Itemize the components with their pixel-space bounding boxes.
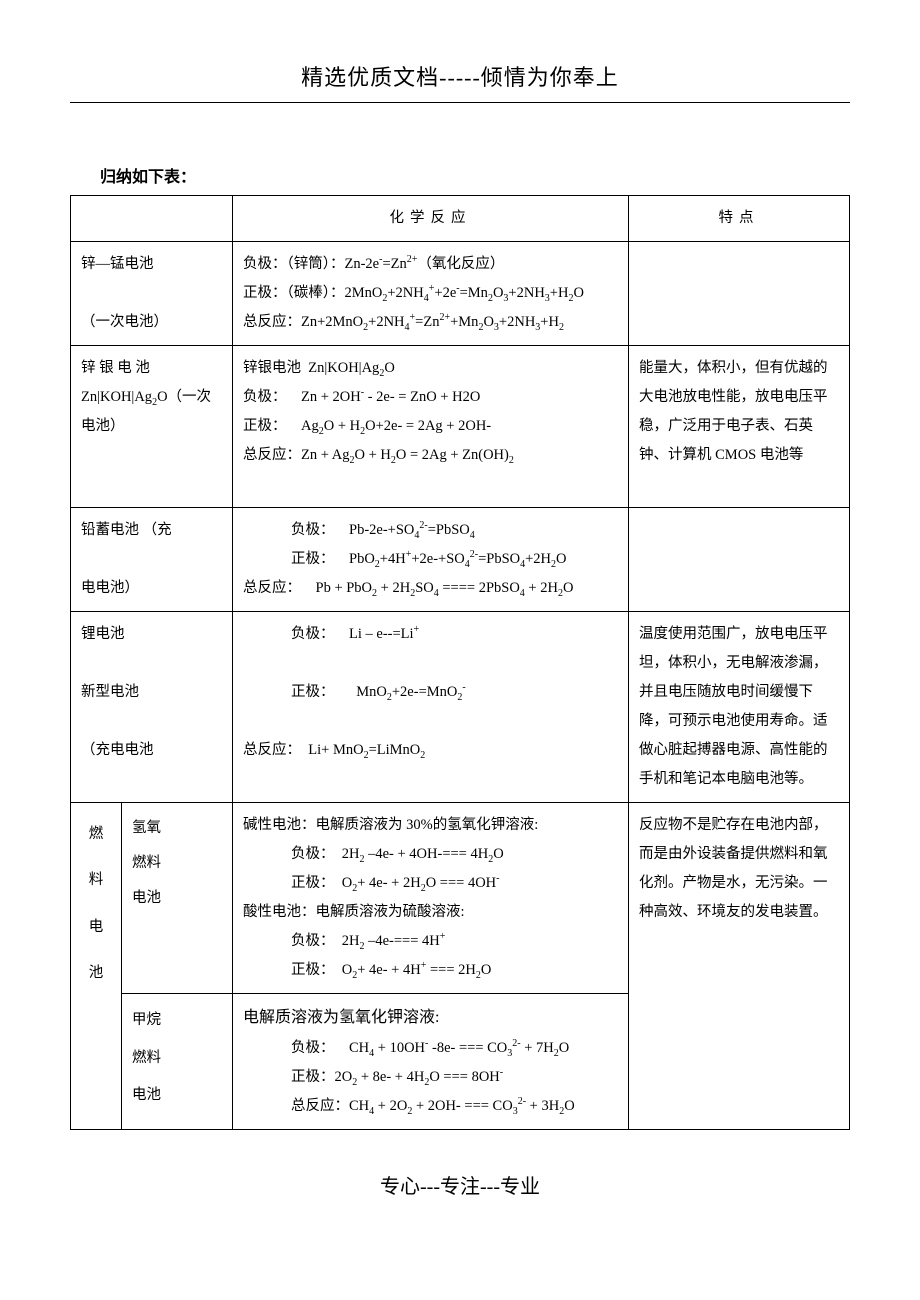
zn-ag-name: 锌 银 电 池 Zn|KOH|Ag2O（一次电池） [71,346,233,508]
pb-pos: 正极： PbO2+4H++2e-+SO42-=PbSO4+2H2O [243,545,618,574]
li-total: 总反应： Li+ MnO2=LiMnO2 [243,742,425,758]
zn-ag-feature: 能量大，体积小，但有优越的大电池放电性能，放电电压平稳，广泛用于电子表、石英钟、… [629,346,850,508]
zn-mn-total: 总反应：Zn+2MnO2+2NH4+=Zn2++Mn2O3+2NH3+H2 [243,314,564,330]
row-pb: 铅蓄电池 （充 电电池） 负极： Pb-2e-+SO42-=PbSO4 正极： … [71,508,850,612]
row-fuel-h2: 燃 料 电 池 氢氧 燃料 电池 碱性电池：电解质溶液为 30%的氢氧化钾溶液:… [71,803,850,994]
fuel-ch4-pos: 正极：2O2 + 8e- + 4H2O === 8OH- [243,1063,618,1092]
fuel-ch4-reaction: 电解质溶液为氢氧化钾溶液: 负极： CH4 + 10OH- -8e- === C… [233,994,629,1130]
page-header: 精选优质文档-----倾情为你奉上 [70,60,850,103]
th-reaction: 化学反应 [233,196,629,242]
fuel-h2-alk-neg: 负极： 2H2 –4e- + 4OH-=== 4H2O [243,840,618,869]
fuel-feature: 反应物不是贮存在电池内部，而是由外设装备提供燃料和氧化剂。产物是水，无污染。一种… [629,803,850,1130]
pb-neg: 负极： Pb-2e-+SO42-=PbSO4 [243,516,618,545]
battery-table: 化学反应 特点 锌—锰电池 （一次电池） 负极：（锌筒）：Zn-2e-=Zn2+… [70,195,850,1130]
fuel-h2-acid-title: 酸性电池：电解质溶液为硫酸溶液: [243,904,465,920]
zn-mn-neg: 负极：（锌筒）：Zn-2e-=Zn2+（氧化反应） [243,256,504,272]
fuel-h2-reaction: 碱性电池：电解质溶液为 30%的氢氧化钾溶液: 负极： 2H2 –4e- + 4… [233,803,629,994]
fuel-ch4-total: 总反应：CH4 + 2O2 + 2OH- === CO32- + 3H2O [243,1092,618,1121]
th-name [71,196,233,242]
fuel-ch4-title: 电解质溶液为氢氧化钾溶液: [243,1009,439,1026]
li-pos: 正极： MnO2+2e-=MnO2- [243,678,618,707]
pb-total: 总反应： Pb + PbO2 + 2H2SO4 ==== 2PbSO4 + 2H… [243,580,573,596]
zn-mn-feature [629,242,850,346]
page: 精选优质文档-----倾情为你奉上 归纳如下表： 化学反应 特点 锌—锰电池 （… [0,0,920,1239]
fuel-ch4-name: 甲烷 燃料 电池 [122,994,233,1130]
fuel-h2-name: 氢氧 燃料 电池 [122,803,233,994]
row-zn-ag: 锌 银 电 池 Zn|KOH|Ag2O（一次电池） 锌银电池 Zn|KOH|Ag… [71,346,850,508]
table-header-row: 化学反应 特点 [71,196,850,242]
li-name: 锂电池 新型电池 （充电电池 [71,612,233,803]
zn-mn-name: 锌—锰电池 （一次电池） [71,242,233,346]
fuel-h2-alk-pos: 正极： O2+ 4e- + 2H2O === 4OH- [243,869,618,898]
table-caption: 归纳如下表： [100,163,850,187]
zn-ag-reaction: 锌银电池 Zn|KOH|Ag2O 负极： Zn + 2OH- - 2e- = Z… [233,346,629,508]
row-li: 锂电池 新型电池 （充电电池 负极： Li – e--=Li+ 正极： MnO2… [71,612,850,803]
pb-name: 铅蓄电池 （充 电电池） [71,508,233,612]
zn-mn-pos: 正极：（碳棒）：2MnO2+2NH4++2e-=Mn2O3+2NH3+H2O [243,285,584,301]
th-feature: 特点 [629,196,850,242]
fuel-ch4-neg: 负极： CH4 + 10OH- -8e- === CO32- + 7H2O [243,1034,618,1063]
li-reaction: 负极： Li – e--=Li+ 正极： MnO2+2e-=MnO2- 总反应：… [233,612,629,803]
pb-feature [629,508,850,612]
fuel-h2-acid-pos: 正极： O2+ 4e- + 4H+ === 2H2O [243,956,618,985]
page-footer: 专心---专注---专业 [70,1170,850,1199]
pb-reaction: 负极： Pb-2e-+SO42-=PbSO4 正极： PbO2+4H++2e-+… [233,508,629,612]
zn-ag-neg: 负极： Zn + 2OH- - 2e- = ZnO + H2O [243,389,480,405]
zn-ag-title: 锌银电池 Zn|KOH|Ag2O [243,360,395,376]
fuel-group: 燃 料 电 池 [71,803,122,1130]
fuel-h2-acid-neg: 负极： 2H2 –4e-=== 4H+ [243,927,618,956]
zn-mn-reaction: 负极：（锌筒）：Zn-2e-=Zn2+（氧化反应） 正极：（碳棒）：2MnO2+… [233,242,629,346]
li-neg: 负极： Li – e--=Li+ [243,620,618,649]
zn-ag-pos: 正极： Ag2O + H2O+2e- = 2Ag + 2OH- [243,418,491,434]
fuel-h2-alk-title: 碱性电池：电解质溶液为 30%的氢氧化钾溶液: [243,817,538,833]
zn-ag-total: 总反应：Zn + Ag2O + H2O = 2Ag + Zn(OH)2 [243,447,514,463]
li-feature: 温度使用范围广，放电电压平坦，体积小，无电解液渗漏，并且电压随放电时间缓慢下降，… [629,612,850,803]
row-zn-mn: 锌—锰电池 （一次电池） 负极：（锌筒）：Zn-2e-=Zn2+（氧化反应） 正… [71,242,850,346]
